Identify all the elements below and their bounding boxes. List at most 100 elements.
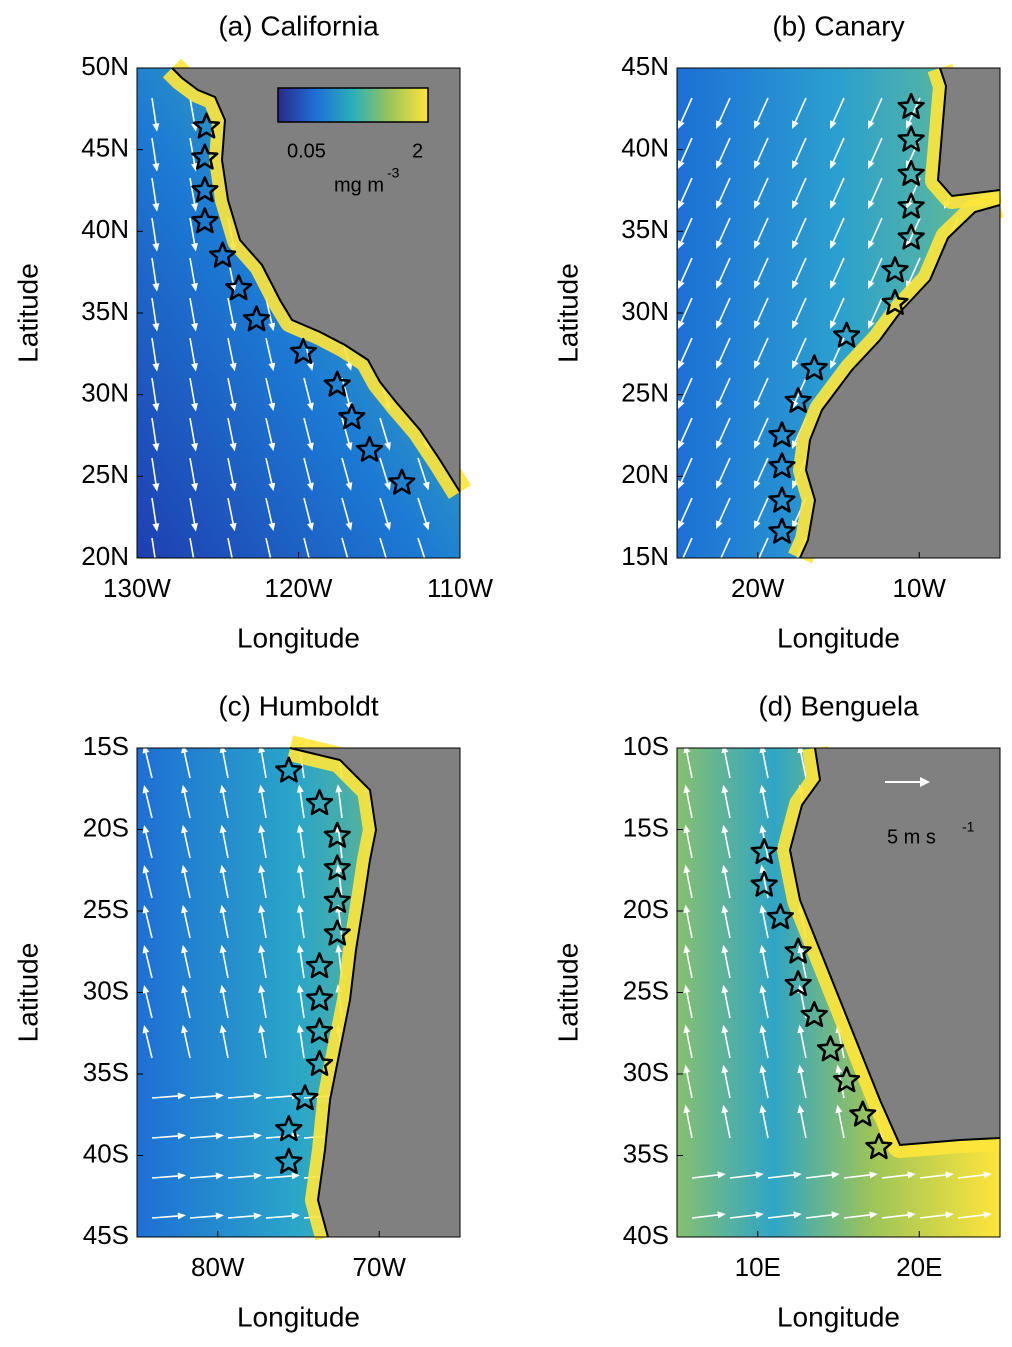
wind-arrow	[227, 1094, 256, 1099]
wind-arrow	[907, 257, 921, 284]
wind-arrow	[869, 297, 883, 324]
wind-arrow	[260, 990, 267, 1019]
wind-arrow	[691, 1213, 720, 1219]
wind-arrow	[189, 337, 196, 366]
wind-arrowhead	[306, 402, 314, 411]
wind-arrowhead	[142, 944, 150, 954]
wind-arrowhead	[754, 360, 761, 370]
wind-arrowhead	[754, 200, 761, 210]
wind-arrow	[379, 537, 389, 566]
y-tick-label: 40S	[83, 1138, 129, 1168]
wind-arrowhead	[142, 824, 150, 834]
wind-arrow	[755, 337, 769, 364]
wind-arrowhead	[191, 402, 198, 412]
wind-arrow	[221, 1030, 229, 1059]
wind-arrowhead	[384, 481, 391, 491]
map-panel: 20W 10W 15N 20N 25N 30N 35N 40N 45N (b) Canary Lon…	[552, 10, 1004, 653]
wind-arrow	[767, 1173, 796, 1179]
wind-arrowhead	[678, 440, 685, 450]
y-axis-label: Latitude	[552, 263, 583, 363]
wind-arrowhead	[717, 1171, 726, 1179]
wind-arrowhead	[229, 482, 237, 492]
wind-arrowhead	[797, 944, 805, 954]
wind-arrow	[729, 1213, 758, 1219]
wind-arrowhead	[721, 744, 729, 754]
wind-arrow	[881, 1213, 910, 1219]
wind-arrowhead	[678, 400, 685, 410]
wind-arrow	[379, 497, 389, 526]
wind-arrow	[761, 910, 769, 939]
wind-arrowhead	[258, 864, 266, 873]
wind-arrowhead	[152, 123, 160, 132]
wind-arrowhead	[177, 1212, 186, 1220]
wind-arrow	[761, 790, 769, 819]
wind-arrow	[755, 417, 769, 444]
wind-arrowhead	[268, 482, 276, 492]
coastline	[171, 67, 461, 493]
wind-arrow	[717, 377, 731, 404]
wind-arrowhead	[716, 560, 723, 570]
wind-arrow	[679, 417, 693, 444]
wind-arrowhead	[830, 160, 837, 170]
x-tick-label: 20E	[896, 1252, 942, 1282]
wind-arrow	[227, 337, 235, 366]
wind-arrowhead	[253, 1172, 262, 1180]
wind-arrowhead	[219, 824, 227, 834]
wind-arrow	[303, 457, 312, 486]
vector-legend-arrowhead	[920, 777, 930, 787]
station-star	[897, 92, 925, 119]
wind-arrow	[755, 377, 769, 404]
wind-arrowhead	[754, 320, 761, 330]
wind-arrowhead	[683, 744, 691, 754]
y-tick-label: 35N	[621, 214, 669, 244]
wind-arrow	[151, 1174, 180, 1179]
station-star	[323, 370, 351, 397]
wind-arrow	[723, 870, 731, 899]
wind-arrow	[679, 177, 693, 204]
y-tick-label: 25S	[83, 894, 129, 924]
wind-arrow	[151, 537, 157, 566]
x-axis-label: Longitude	[777, 622, 900, 653]
wind-arrow	[761, 1030, 769, 1059]
wind-arrow	[227, 377, 235, 406]
station-star	[768, 452, 796, 479]
wind-arrowhead	[716, 480, 723, 490]
wind-arrowhead	[268, 322, 276, 332]
wind-arrow	[189, 137, 196, 166]
wind-arrowhead	[142, 784, 150, 794]
wind-arrow	[189, 1214, 218, 1219]
wind-arrow	[685, 790, 693, 819]
maps: 130W 120W 110W 20N 25N 30N 35N 40N 45N 50N (a) Cal…	[12, 10, 1004, 1332]
wind-arrowhead	[683, 1024, 691, 1034]
y-tick-label: 40S	[623, 1220, 669, 1250]
wind-arrow	[761, 990, 769, 1019]
wind-arrow	[831, 137, 845, 164]
wind-arrowhead	[830, 240, 837, 250]
wind-arrowhead	[219, 744, 227, 754]
y-tick-label: 15N	[621, 541, 669, 571]
wind-arrow	[341, 417, 351, 446]
wind-arrowhead	[759, 824, 767, 834]
wind-arrowhead	[296, 1024, 304, 1033]
wind-arrow	[221, 990, 229, 1019]
wind-arrow	[869, 137, 883, 164]
wind-arrow	[265, 377, 273, 406]
wind-arrowhead	[754, 280, 761, 290]
wind-arrowhead	[215, 1212, 224, 1220]
panel-title: (a) California	[218, 10, 379, 41]
x-tick-label: 70W	[353, 1252, 407, 1282]
panel-title: (d) Benguela	[758, 690, 919, 721]
wind-arrowhead	[258, 944, 266, 953]
wind-arrowhead	[296, 824, 304, 833]
wind-arrowhead	[219, 1024, 227, 1034]
wind-arrowhead	[296, 784, 304, 793]
wind-arrowhead	[792, 160, 799, 170]
wind-arrow	[189, 457, 196, 486]
y-tick-label: 15S	[623, 812, 669, 842]
wind-arrow	[755, 177, 769, 204]
wind-arrow	[151, 257, 157, 286]
wind-arrow	[717, 337, 731, 364]
wind-arrow	[869, 97, 883, 124]
station-star	[768, 486, 796, 513]
y-tick-label: 35S	[83, 1057, 129, 1087]
